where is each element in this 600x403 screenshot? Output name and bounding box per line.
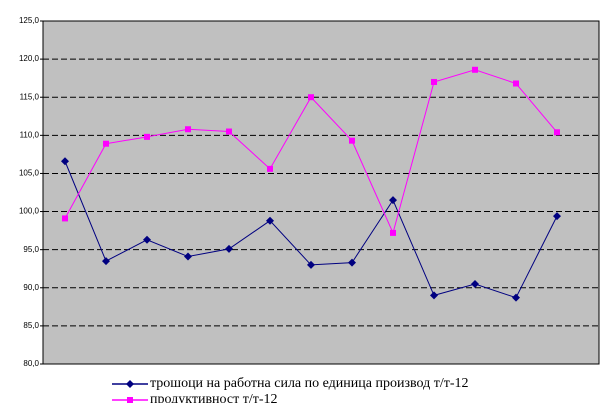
marker <box>389 196 397 205</box>
marker <box>430 291 438 300</box>
marker <box>266 216 274 225</box>
marker <box>472 66 478 73</box>
marker <box>61 157 69 166</box>
marker <box>512 293 520 302</box>
marker <box>185 126 191 133</box>
marker <box>348 258 356 267</box>
y-tick-label: 85,0 <box>23 321 39 330</box>
marker <box>103 140 109 147</box>
marker <box>225 244 233 253</box>
y-tick-label: 95,0 <box>23 245 39 254</box>
marker <box>102 257 110 266</box>
marker <box>62 215 68 222</box>
y-tick-label: 115,0 <box>20 92 40 101</box>
legend-label: продуктивност т/т-12 <box>150 392 278 403</box>
marker <box>349 137 355 144</box>
y-tick-label: 125,0 <box>19 16 40 25</box>
marker <box>513 80 519 87</box>
marker <box>553 212 561 221</box>
legend-marker <box>127 397 133 403</box>
marker <box>554 129 560 136</box>
y-tick-label: 120,0 <box>19 54 40 63</box>
marker <box>184 252 192 261</box>
marker <box>226 128 232 135</box>
y-tick-label: 110,0 <box>20 130 40 139</box>
marker <box>471 279 479 288</box>
marker <box>431 78 437 85</box>
legend-marker <box>126 380 134 388</box>
y-tick-label: 100,0 <box>19 207 40 216</box>
y-tick-label: 90,0 <box>23 283 39 292</box>
marker <box>307 260 315 269</box>
y-tick-label: 80,0 <box>23 359 39 368</box>
marker <box>308 94 314 101</box>
marker <box>143 235 151 244</box>
marker <box>144 133 150 140</box>
marker <box>267 165 273 172</box>
y-tick-label: 105,0 <box>19 169 40 178</box>
plot-area <box>42 20 600 365</box>
legend-label: трошоци на работна сила по единица произ… <box>150 376 469 391</box>
marker <box>390 229 396 236</box>
